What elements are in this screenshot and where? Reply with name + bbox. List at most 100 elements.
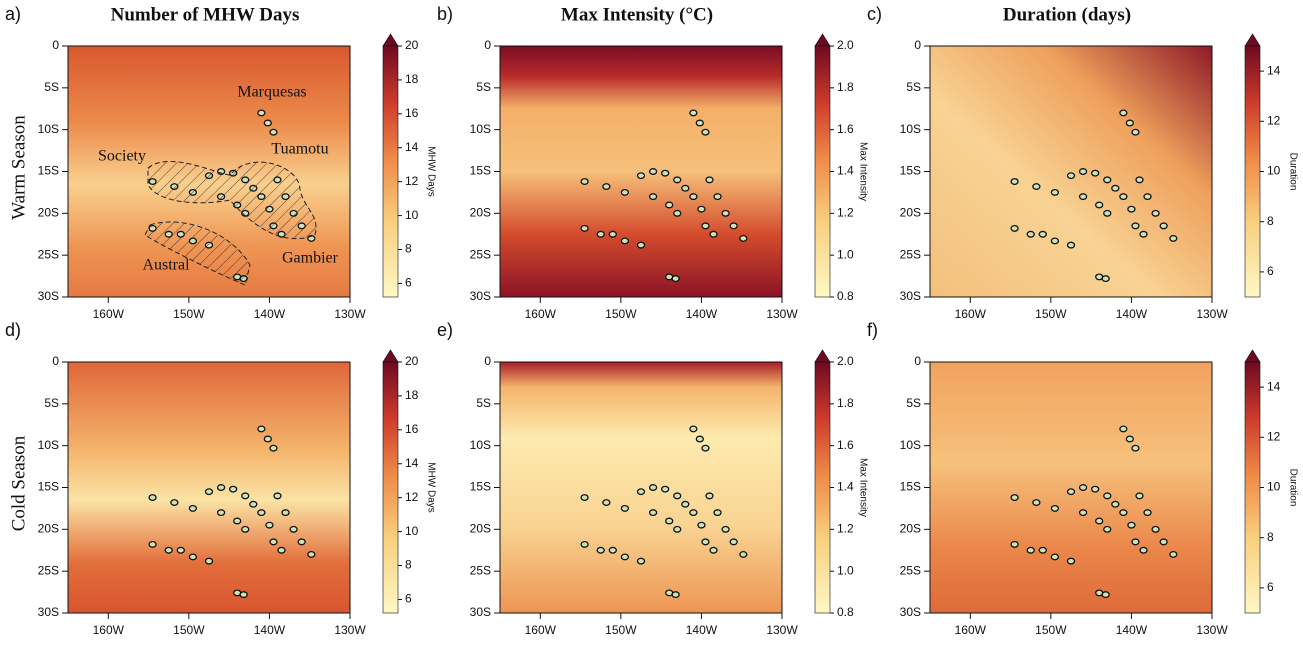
lon-label: 140W (1116, 307, 1148, 321)
island-contour (257, 425, 266, 433)
island-contour (636, 241, 646, 249)
colorbar-tick-label: 10 (405, 524, 419, 538)
colorbar-tick-label: 0.8 (837, 289, 854, 303)
colorbar-tick-label: 12 (1267, 113, 1281, 127)
island-contour (1078, 509, 1088, 517)
island-contour (188, 553, 198, 561)
lat-label: 5S (906, 396, 921, 410)
island-contour (1159, 222, 1168, 230)
island-contour (1078, 484, 1088, 491)
island-contour (1010, 540, 1019, 548)
island-contour (176, 546, 185, 554)
lat-label: 0 (52, 38, 59, 52)
island-contour (705, 176, 714, 184)
colorbar-extension (1244, 33, 1261, 47)
island-contour (1010, 178, 1019, 185)
island-contour (697, 521, 706, 529)
lon-label: 130W (334, 307, 366, 321)
panel-letter: e) (437, 320, 453, 340)
region-label: Gambier (282, 250, 339, 267)
lat-label: 20S (470, 522, 491, 536)
island-contour (1151, 209, 1160, 217)
panel-letter: d) (5, 320, 21, 340)
map-field (930, 362, 1212, 613)
island-contour (602, 499, 611, 507)
column-title: Number of MHW Days (111, 4, 300, 25)
island-contour (648, 168, 658, 175)
island-contour (1095, 201, 1104, 209)
colorbar-label: MHW Days (425, 462, 436, 513)
colorbar-tick-label: 14 (1267, 379, 1281, 393)
island-contour (1103, 176, 1112, 184)
colorbar-label: Duration (1287, 469, 1298, 507)
map-field (930, 46, 1212, 297)
island-contour (648, 484, 658, 491)
lon-label: 150W (605, 307, 637, 321)
island-contour (665, 201, 674, 209)
island-contour (608, 230, 617, 238)
island-contour (620, 188, 630, 196)
island-contour (681, 500, 690, 508)
colorbar-tick-label: 2.0 (837, 354, 854, 368)
island-contour (1131, 222, 1140, 230)
lat-label: 0 (484, 38, 491, 52)
lon-label: 150W (173, 307, 205, 321)
lon-label: 130W (1196, 307, 1228, 321)
lat-label: 20S (38, 522, 59, 536)
island-contour (701, 128, 710, 136)
island-contour (1125, 119, 1134, 127)
island-contour (263, 435, 272, 443)
lat-label: 20S (900, 206, 921, 220)
lat-label: 10S (38, 438, 59, 452)
lon-label: 140W (686, 307, 718, 321)
island-contour (1066, 557, 1076, 565)
lat-label: 0 (914, 38, 921, 52)
map-field (68, 362, 350, 613)
panel-letter: c) (867, 4, 882, 24)
island-contour (1066, 488, 1076, 496)
lon-label: 130W (766, 623, 798, 637)
colorbar-tick-label: 1.4 (837, 480, 854, 494)
island-contour (721, 209, 730, 217)
hatched-region (147, 161, 317, 240)
colorbar-tick-label: 2.0 (837, 38, 854, 52)
island-contour (170, 499, 179, 507)
island-contour (1050, 553, 1060, 561)
lon-label: 130W (766, 307, 798, 321)
lon-label: 140W (254, 307, 286, 321)
island-contour (697, 205, 706, 213)
lat-label: 5S (906, 80, 921, 94)
island-contour (1066, 172, 1076, 180)
lat-label: 30S (38, 605, 59, 619)
island-contour (204, 488, 214, 496)
island-contour (164, 546, 173, 554)
lat-label: 0 (484, 354, 491, 368)
island-contour (1143, 193, 1152, 201)
island-contour (673, 209, 682, 217)
lon-label: 160W (955, 623, 987, 637)
island-contour (580, 178, 589, 185)
island-contour (739, 234, 748, 242)
island-contour (265, 521, 274, 529)
colorbar-label: MHW Days (425, 146, 436, 197)
island-contour (636, 557, 646, 565)
lon-label: 140W (1116, 623, 1148, 637)
colorbar-tick-label: 1.8 (837, 396, 854, 410)
island-contour (636, 488, 646, 496)
lon-label: 160W (525, 307, 557, 321)
colorbar (382, 45, 399, 298)
island-contour (739, 550, 748, 558)
island-contour (216, 509, 226, 517)
lon-label: 160W (525, 623, 557, 637)
island-contour (713, 509, 722, 517)
colorbar-tick-label: 1.6 (837, 438, 854, 452)
island-contour (1139, 546, 1148, 554)
colorbar-tick-label: 18 (405, 72, 419, 86)
lat-label: 10S (38, 122, 59, 136)
lat-label: 15S (900, 164, 921, 178)
colorbar (814, 45, 831, 298)
island-contour (263, 119, 272, 127)
lat-label: 10S (470, 122, 491, 136)
lat-label: 15S (900, 480, 921, 494)
